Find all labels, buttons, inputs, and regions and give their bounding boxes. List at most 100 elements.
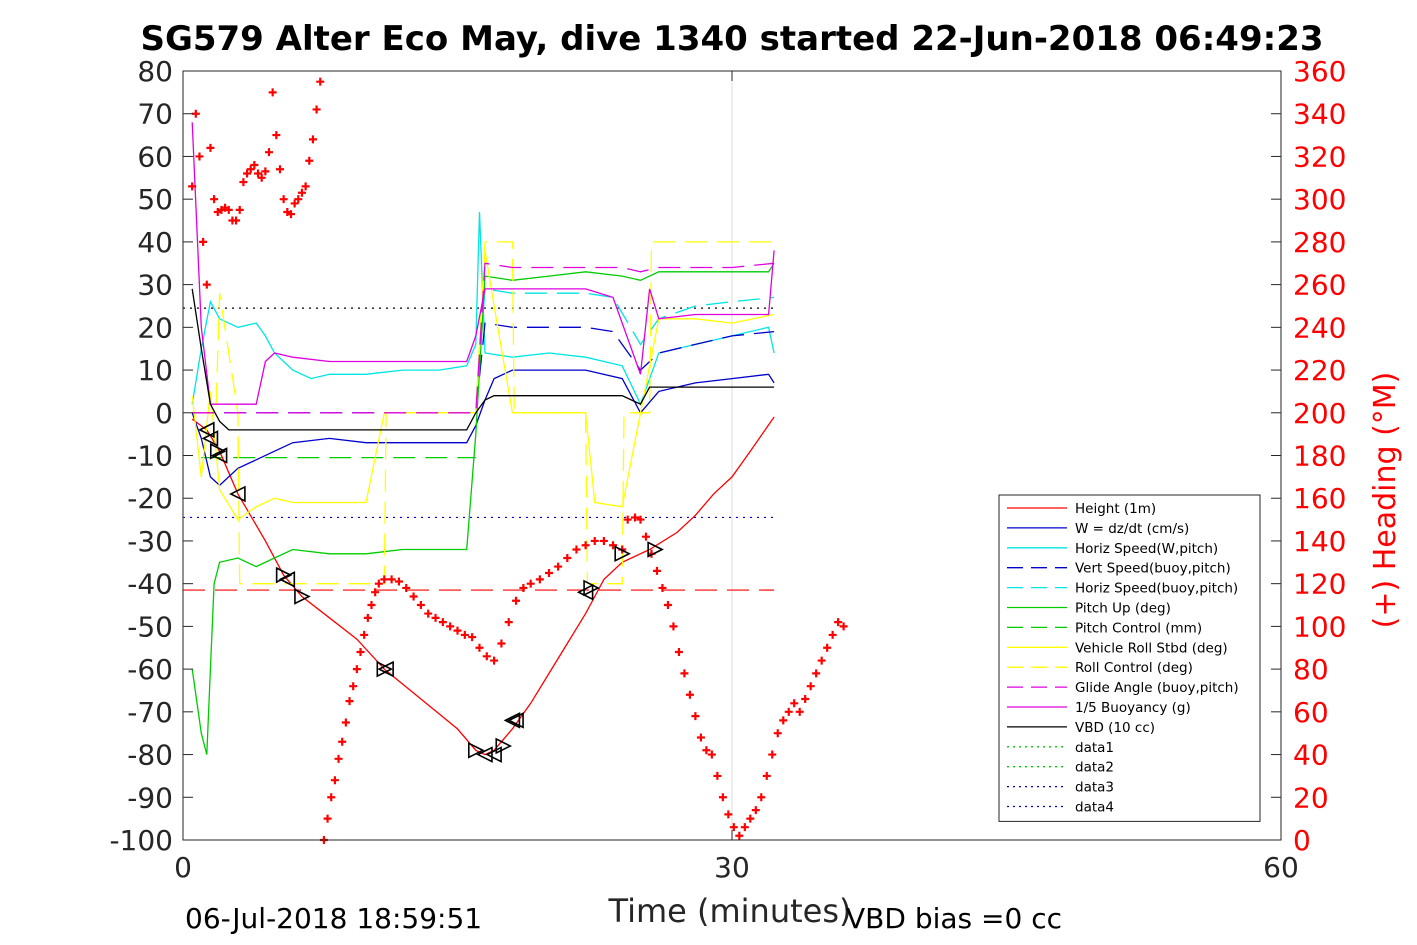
heading-point-100: [718, 793, 727, 802]
heading-point-122: [839, 622, 848, 631]
heading-point-75: [554, 562, 563, 571]
heading-point-6: [210, 195, 219, 204]
triangle-marker-0: [198, 421, 215, 439]
heading-point-43: [345, 697, 354, 706]
legend-label-14: data3: [1075, 780, 1114, 796]
heading-point-12: [232, 216, 241, 225]
heading-point-34: [312, 105, 321, 114]
heading-point-32: [305, 156, 314, 165]
footer-vbd-bias: VBD bias =0 cc: [846, 902, 1062, 935]
heading-point-74: [545, 568, 553, 577]
heading-point-96: [696, 733, 705, 742]
heading-point-19: [257, 173, 266, 182]
y2-tick-label-8: 160: [1293, 482, 1346, 515]
triangle-marker-19: [647, 541, 664, 558]
y2-tick-label-16: 320: [1293, 140, 1346, 173]
y-tick-label-13: 30: [137, 269, 173, 302]
y2-tick-label-0: 0: [1293, 824, 1311, 857]
heading-point-62: [453, 626, 462, 635]
heading-point-88: [652, 566, 661, 575]
triangle-marker-2: [209, 442, 227, 460]
heading-point-49: [367, 601, 376, 610]
x-tick-label-0: 0: [174, 851, 192, 884]
heading-point-76: [563, 554, 572, 563]
heading-point-90: [663, 601, 672, 610]
heading-point-95: [691, 712, 700, 721]
y2-tick-label-13: 260: [1293, 269, 1346, 302]
heading-point-54: [394, 577, 403, 586]
y-tick-label-0: -100: [109, 824, 173, 857]
heading-point-46: [356, 648, 365, 657]
x-axis-label: Time (minutes): [608, 892, 852, 930]
heading-point-53: [387, 575, 396, 584]
legend-label-3: Vert Speed(buoy,pitch): [1075, 561, 1231, 577]
heading-point-13: [235, 205, 244, 214]
y2-tick-label-11: 220: [1293, 354, 1346, 387]
triangle-marker-4: [229, 485, 246, 503]
heading-point-28: [290, 199, 299, 208]
heading-point-56: [409, 592, 418, 601]
triangle-marker-5: [275, 566, 293, 584]
legend-label-1: W = dz/dt (cm/s): [1075, 521, 1189, 537]
heading-markers: [188, 77, 848, 844]
legend-label-4: Horiz Speed(buoy,pitch): [1075, 581, 1238, 597]
triangle-marker-15: [507, 712, 524, 729]
right-axis-ticks: 0 20 40 60 80 100 120 140 160 180 200 220 240 260 280 3…: [1293, 55, 1346, 857]
heading-point-48: [363, 613, 372, 622]
heading-point-40: [334, 754, 343, 763]
reference-lines: [183, 307, 775, 591]
y2-tick-label-4: 80: [1293, 653, 1329, 686]
heading-point-118: [817, 656, 826, 665]
y2-tick-label-6: 120: [1293, 568, 1346, 601]
heading-point-83: [623, 515, 632, 524]
legend-box: [998, 494, 1261, 822]
left-axis-ticks: -100-90-80-70-60-50-40-30-20-10010203040…: [109, 55, 1281, 857]
triangle-marker-18: [614, 545, 631, 563]
heading-point-65: [475, 643, 484, 652]
heading-point-58: [424, 609, 433, 618]
y-tick-label-7: -30: [127, 525, 173, 558]
y2-tick-label-15: 300: [1293, 183, 1346, 216]
heading-point-81: [609, 541, 618, 550]
y2-tick-label-1: 20: [1293, 781, 1329, 814]
heading-point-47: [360, 630, 369, 639]
heading-point-89: [658, 583, 667, 592]
heading-point-80: [599, 536, 608, 545]
heading-point-84: [631, 513, 640, 522]
triangle-marker-7: [294, 588, 311, 605]
heading-point-97: [702, 746, 711, 755]
heading-point-66: [482, 652, 491, 661]
heading-point-45: [352, 665, 361, 674]
heading-point-42: [341, 718, 350, 727]
series-line-9: [192, 262, 775, 414]
heading-point-63: [460, 630, 469, 639]
y2-tick-label-18: 360: [1293, 55, 1346, 88]
y-tick-label-6: -40: [127, 568, 173, 601]
triangle-marker-1: [201, 430, 219, 447]
heading-point-93: [680, 669, 689, 678]
y-tick-label-4: -60: [127, 653, 173, 686]
heading-point-103: [735, 831, 744, 840]
heading-point-37: [323, 814, 332, 823]
heading-point-17: [250, 160, 259, 169]
heading-point-111: [779, 716, 788, 725]
y-tick-label-9: -10: [127, 440, 173, 473]
legend-label-9: Glide Angle (buoy,pitch): [1075, 680, 1239, 696]
y2-tick-label-5: 100: [1293, 610, 1346, 643]
heading-point-50: [371, 588, 380, 597]
heading-point-104: [740, 823, 749, 832]
legend-label-15: data4: [1075, 800, 1114, 816]
heading-point-30: [297, 188, 306, 197]
y-tick-label-17: 70: [137, 98, 173, 131]
heading-point-5: [206, 143, 215, 152]
heading-point-14: [239, 178, 248, 187]
heading-point-10: [224, 205, 233, 214]
heading-point-21: [265, 148, 274, 157]
heading-point-107: [757, 793, 766, 802]
heading-point-67: [490, 656, 499, 665]
heading-point-120: [828, 630, 837, 639]
series-lines: [191, 122, 775, 756]
heading-point-116: [806, 682, 815, 691]
series-line-5: [191, 262, 775, 755]
